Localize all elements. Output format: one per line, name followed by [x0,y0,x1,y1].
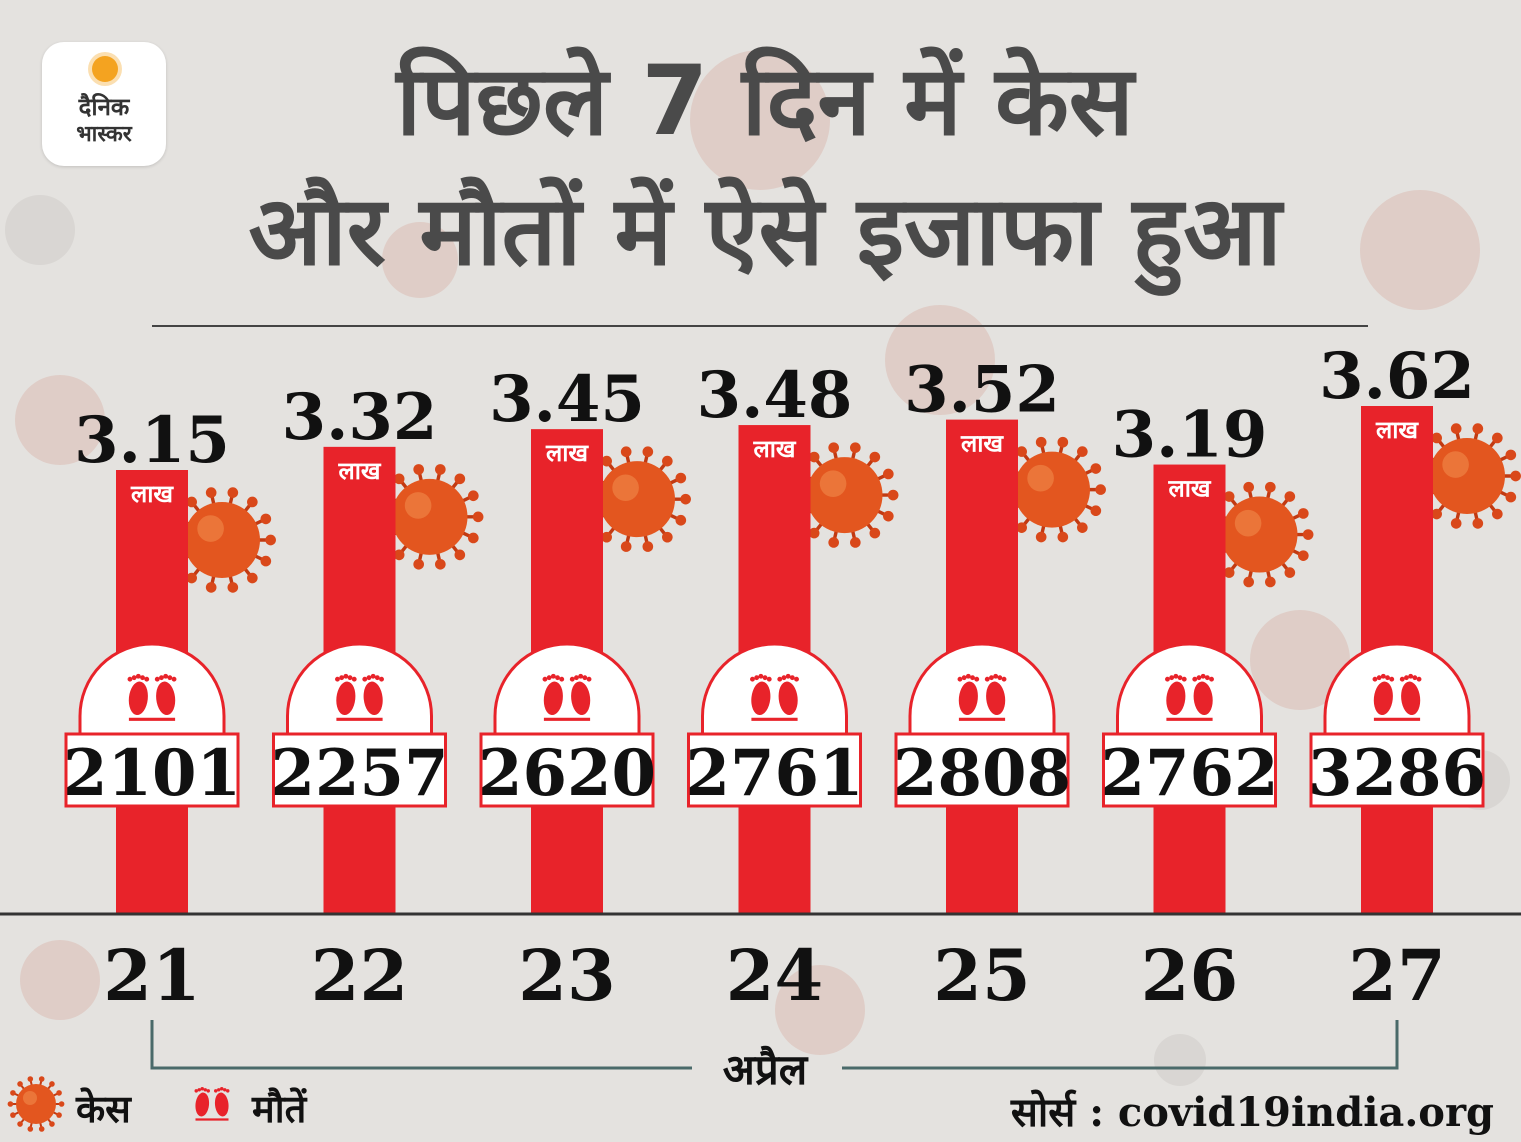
death-value-label: 2762 [1100,736,1278,811]
x-tick-label: 21 [103,934,200,1017]
x-tick-label: 27 [1348,934,1445,1017]
case-unit-label: लाख [1375,416,1419,444]
death-badge-arch [493,642,641,736]
legend-footprints-icon [194,1087,230,1121]
death-badge-box [272,732,447,808]
case-unit-label: लाख [545,439,589,467]
legend-cases-label: केस [75,1087,132,1131]
footprints-icon [1165,673,1214,721]
case-value-label: 3.15 [74,403,230,478]
death-value-label: 2101 [63,736,241,811]
footprints-icon [750,673,799,721]
x-axis-label: अप्रैल [723,1045,809,1094]
virus-icon [1413,423,1521,529]
footprints-icon [1372,673,1422,721]
case-value-label: 3.52 [904,353,1060,428]
death-badge-box [687,732,862,808]
footprints-icon [542,673,592,721]
x-tick-label: 24 [726,934,823,1017]
death-value-label: 3286 [1308,736,1486,811]
case-value-label: 3.45 [489,362,645,437]
source-label: सोर्स : covid19india.org [1010,1089,1494,1136]
death-badge-arch [701,642,848,736]
death-badge-arch [908,642,1056,736]
death-value-label: 2761 [685,736,863,811]
death-value-label: 2808 [893,736,1071,811]
death-badge-arch [78,642,226,736]
sun-icon [92,56,118,82]
title-line-2: और मौतों में ऐसे इजाफा हुआ [248,175,1282,287]
death-badge-box [1102,732,1277,808]
death-badge-box [894,732,1070,808]
case-value-label: 3.62 [1319,339,1475,414]
death-badge-arch [1323,642,1471,736]
death-badge-arch [1116,642,1263,736]
logo-line-1: दैनिक [78,93,130,121]
death-badge-arch [286,642,433,736]
virus-icon [375,464,484,570]
death-badge-box [1309,732,1485,808]
death-value-label: 2257 [270,736,448,811]
title-line-1: पिछले 7 दिन में केस [396,45,1134,157]
death-value-label: 2620 [478,736,656,811]
brand-logo: दैनिक भास्कर [42,42,166,166]
case-unit-label: लाख [752,435,796,463]
case-unit-label: लाख [337,457,381,485]
case-value-label: 3.19 [1112,398,1268,473]
legend-virus-icon [7,1076,65,1132]
x-tick-label: 25 [933,934,1030,1017]
case-value-label: 3.32 [282,380,438,455]
footprints-icon [957,673,1007,721]
footprints-icon [127,673,177,721]
case-unit-label: लाख [130,480,174,508]
footprints-icon [335,673,384,721]
death-badge-box [479,732,655,808]
logo-line-2: भास्कर [76,122,132,147]
x-tick-label: 26 [1141,934,1238,1017]
x-tick-label: 23 [518,934,615,1017]
month-bracket [150,1020,1399,1070]
case-unit-label: लाख [1167,475,1211,503]
case-value-label: 3.48 [697,358,853,433]
death-badge-box [64,732,240,808]
legend-deaths-label: मौतें [251,1087,308,1131]
x-tick-label: 22 [311,934,408,1017]
virus-icon [998,436,1106,543]
case-unit-label: लाख [960,430,1004,458]
